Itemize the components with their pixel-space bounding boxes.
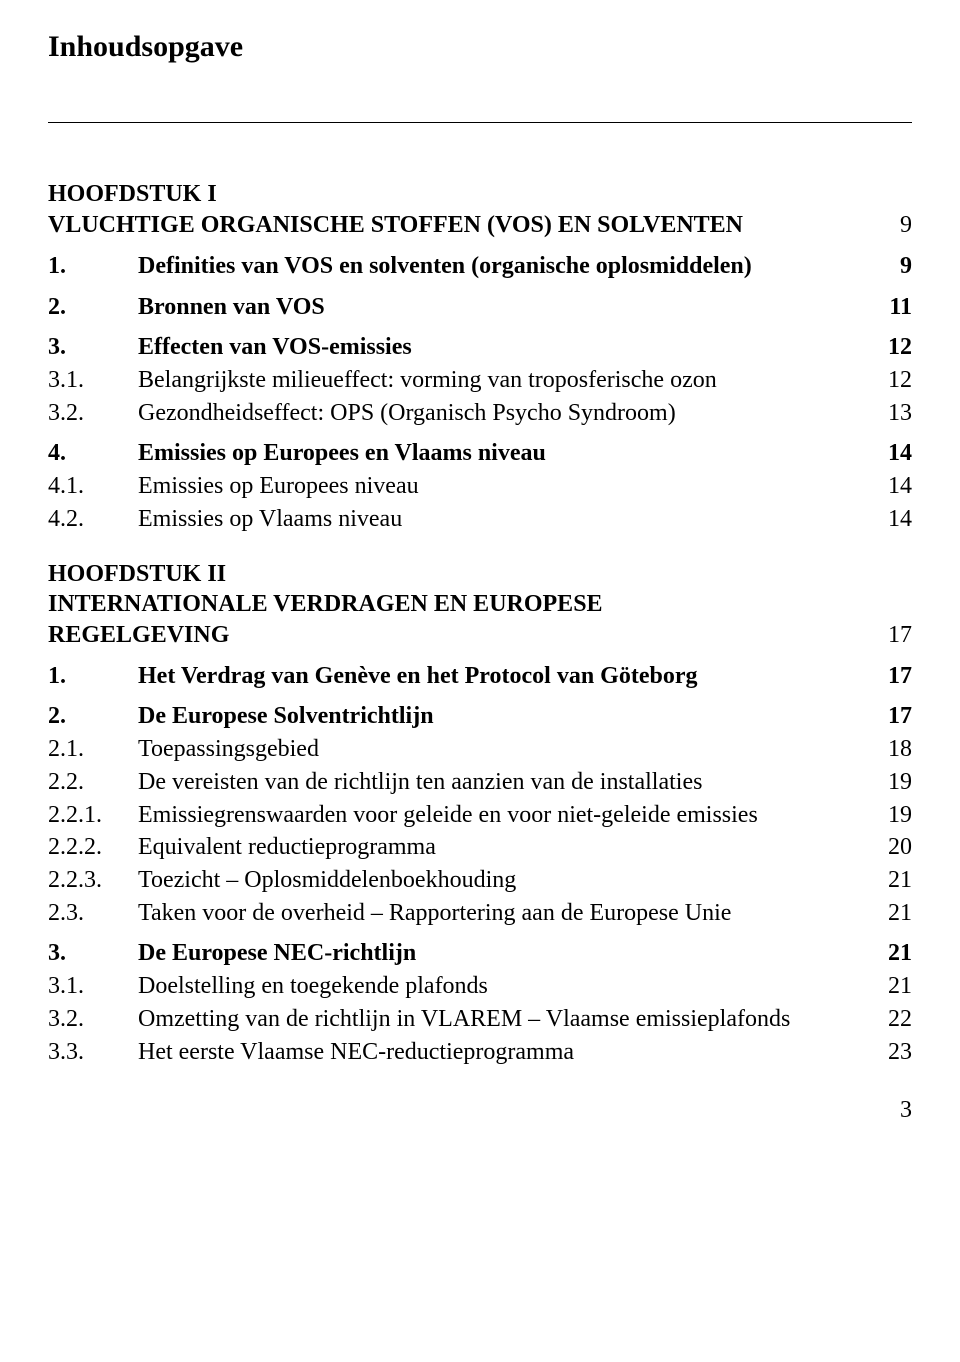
footer-page-number: 3 xyxy=(48,1095,912,1126)
toc-entry: 3.1. Doelstelling en toegekende plafonds… xyxy=(48,971,912,1002)
toc-page: 11 xyxy=(872,292,912,323)
toc-number: 3.1. xyxy=(48,365,138,396)
toc-text: Equivalent reductieprogramma xyxy=(138,832,872,863)
toc-page: 21 xyxy=(872,938,912,969)
toc-text: Belangrijkste milieueffect: vorming van … xyxy=(138,365,872,396)
chapter-2-line3: REGELGEVING xyxy=(48,620,872,651)
toc-page: 12 xyxy=(872,332,912,363)
chapter-1-line1: HOOFDSTUK I xyxy=(48,179,912,210)
toc-page: 14 xyxy=(872,504,912,535)
toc-text: Emissies op Europees en Vlaams niveau xyxy=(138,438,872,469)
toc-number: 2.3. xyxy=(48,898,138,929)
toc-number: 2.2. xyxy=(48,767,138,798)
toc-text: Toepassingsgebied xyxy=(138,734,872,765)
toc-page: 18 xyxy=(872,734,912,765)
toc-entry: 2.2.3. Toezicht – Oplosmiddelenboekhoudi… xyxy=(48,865,912,896)
toc-number: 2.1. xyxy=(48,734,138,765)
toc-page: 21 xyxy=(872,865,912,896)
toc-number: 3. xyxy=(48,938,138,969)
toc-entry: 3.3. Het eerste Vlaamse NEC-reductieprog… xyxy=(48,1037,912,1068)
toc-entry: 4.1. Emissies op Europees niveau 14 xyxy=(48,471,912,502)
toc-number: 1. xyxy=(48,661,138,692)
toc-page: 12 xyxy=(872,365,912,396)
toc-text: Omzetting van de richtlijn in VLAREM – V… xyxy=(138,1004,872,1035)
chapter-2-line1: HOOFDSTUK II xyxy=(48,559,912,590)
chapter-2-page: 17 xyxy=(872,620,912,651)
toc-entry: 3.1. Belangrijkste milieueffect: vorming… xyxy=(48,365,912,396)
toc-page: 9 xyxy=(872,251,912,282)
toc-entry: 4. Emissies op Europees en Vlaams niveau… xyxy=(48,438,912,469)
toc-number: 4. xyxy=(48,438,138,469)
toc-entry: 3. Effecten van VOS-emissies 12 xyxy=(48,332,912,363)
toc-text: Doelstelling en toegekende plafonds xyxy=(138,971,872,1002)
toc-page: 19 xyxy=(872,767,912,798)
toc-entry: 3. De Europese NEC-richtlijn 21 xyxy=(48,938,912,969)
toc-page: 17 xyxy=(872,661,912,692)
toc-number: 2. xyxy=(48,701,138,732)
toc-entry: 4.2. Emissies op Vlaams niveau 14 xyxy=(48,504,912,535)
toc-page: 21 xyxy=(872,971,912,1002)
toc-number: 2. xyxy=(48,292,138,323)
toc-number: 4.2. xyxy=(48,504,138,535)
toc-page: 13 xyxy=(872,398,912,429)
toc-text: Bronnen van VOS xyxy=(138,292,872,323)
toc-text: Emissies op Vlaams niveau xyxy=(138,504,872,535)
chapter-1-heading: HOOFDSTUK I VLUCHTIGE ORGANISCHE STOFFEN… xyxy=(48,179,912,240)
toc-entry: 3.2. Omzetting van de richtlijn in VLARE… xyxy=(48,1004,912,1035)
toc-entry: 3.2. Gezondheidseffect: OPS (Organisch P… xyxy=(48,398,912,429)
toc-number: 3.2. xyxy=(48,1004,138,1035)
toc-entry: 2.2. De vereisten van de richtlijn ten a… xyxy=(48,767,912,798)
toc-number: 3.1. xyxy=(48,971,138,1002)
toc-number: 2.2.3. xyxy=(48,865,138,896)
chapter-1-line2: VLUCHTIGE ORGANISCHE STOFFEN (VOS) EN SO… xyxy=(48,210,872,241)
toc-text: Het eerste Vlaamse NEC-reductieprogramma xyxy=(138,1037,872,1068)
toc-page: 14 xyxy=(872,471,912,502)
toc-entry: 1. Het Verdrag van Genève en het Protoco… xyxy=(48,661,912,692)
toc-text: Definities van VOS en solventen (organis… xyxy=(138,251,872,282)
toc-number: 3. xyxy=(48,332,138,363)
toc-number: 1. xyxy=(48,251,138,282)
chapter-2-heading: HOOFDSTUK II INTERNATIONALE VERDRAGEN EN… xyxy=(48,559,912,651)
toc-number: 4.1. xyxy=(48,471,138,502)
toc-page: 22 xyxy=(872,1004,912,1035)
page-title: Inhoudsopgave xyxy=(48,28,912,66)
toc-entry: 2.2.1. Emissiegrenswaarden voor geleide … xyxy=(48,800,912,831)
toc-page: 14 xyxy=(872,438,912,469)
toc-entry: 2. Bronnen van VOS 11 xyxy=(48,292,912,323)
toc-text: Emissiegrenswaarden voor geleide en voor… xyxy=(138,800,872,831)
toc-text: Effecten van VOS-emissies xyxy=(138,332,872,363)
toc-text: Het Verdrag van Genève en het Protocol v… xyxy=(138,661,872,692)
toc-text: De Europese NEC-richtlijn xyxy=(138,938,872,969)
toc-entry: 2. De Europese Solventrichtlijn 17 xyxy=(48,701,912,732)
toc-entry: 2.3. Taken voor de overheid – Rapporteri… xyxy=(48,898,912,929)
toc-page: 19 xyxy=(872,800,912,831)
toc-number: 2.2.2. xyxy=(48,832,138,863)
toc-number: 3.2. xyxy=(48,398,138,429)
toc-page: 23 xyxy=(872,1037,912,1068)
toc-text: De vereisten van de richtlijn ten aanzie… xyxy=(138,767,872,798)
title-rule xyxy=(48,122,912,123)
toc-page: 17 xyxy=(872,701,912,732)
toc-number: 3.3. xyxy=(48,1037,138,1068)
toc-text: Taken voor de overheid – Rapportering aa… xyxy=(138,898,872,929)
toc-text: Gezondheidseffect: OPS (Organisch Psycho… xyxy=(138,398,872,429)
toc-number: 2.2.1. xyxy=(48,800,138,831)
toc-text: Emissies op Europees niveau xyxy=(138,471,872,502)
toc-text: De Europese Solventrichtlijn xyxy=(138,701,872,732)
toc-entry: 1. Definities van VOS en solventen (orga… xyxy=(48,251,912,282)
chapter-2-line2: INTERNATIONALE VERDRAGEN EN EUROPESE xyxy=(48,589,912,620)
toc-page: 21 xyxy=(872,898,912,929)
toc-text: Toezicht – Oplosmiddelenboekhouding xyxy=(138,865,872,896)
toc-page: 20 xyxy=(872,832,912,863)
toc-entry: 2.2.2. Equivalent reductieprogramma 20 xyxy=(48,832,912,863)
toc-entry: 2.1. Toepassingsgebied 18 xyxy=(48,734,912,765)
chapter-1-page: 9 xyxy=(872,210,912,241)
